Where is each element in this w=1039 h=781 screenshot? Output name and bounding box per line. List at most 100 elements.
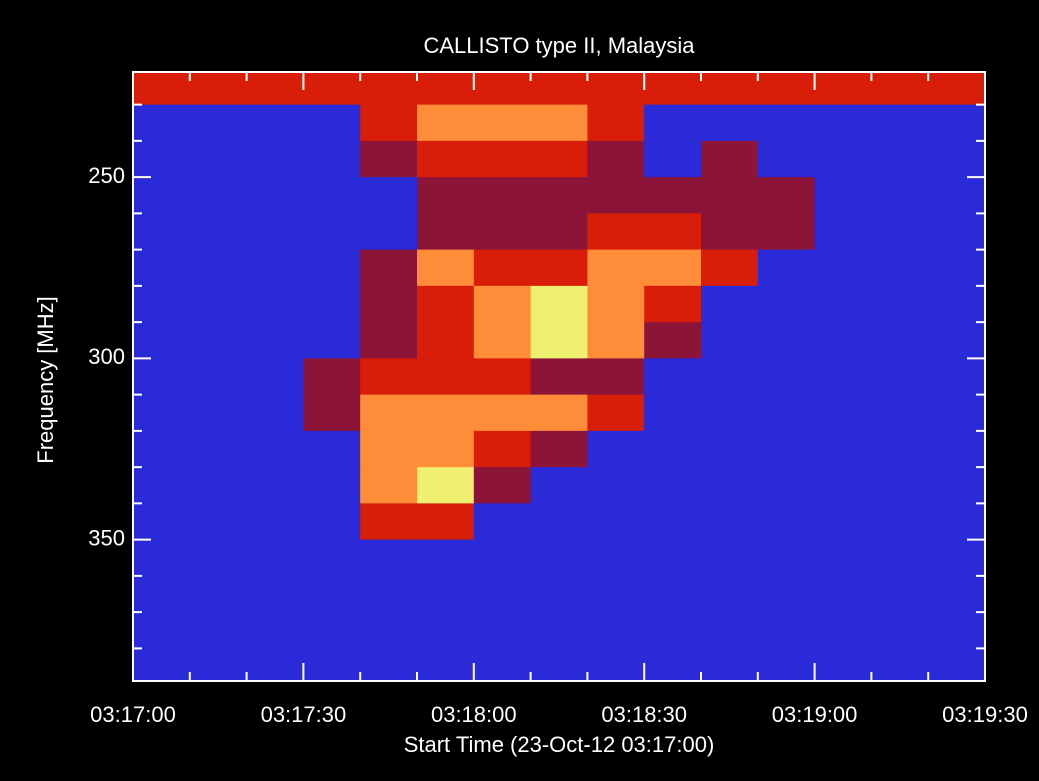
spectrogram-cell <box>814 648 872 682</box>
spectrogram-cell <box>701 467 759 504</box>
spectrogram-cell <box>701 104 759 142</box>
spectrogram-cell <box>530 430 588 468</box>
spectrogram-cell <box>587 177 645 214</box>
spectrogram-cell <box>360 503 418 541</box>
spectrogram-cell <box>928 467 986 504</box>
spectrogram-cell <box>530 648 588 682</box>
spectrogram-cell <box>303 177 361 214</box>
spectrogram-cell <box>417 503 475 541</box>
spectrogram-cell <box>473 575 532 613</box>
spectrogram-cell <box>417 140 475 178</box>
spectrogram-cell <box>360 140 418 178</box>
spectrogram-cell <box>530 503 588 541</box>
spectrogram-cell <box>644 612 702 649</box>
x-tick-label: 03:17:30 <box>261 702 347 727</box>
spectrogram-cell <box>928 503 986 541</box>
spectrogram-cell <box>644 213 702 251</box>
spectrogram-cell <box>360 213 418 251</box>
spectrogram-cell <box>928 249 986 287</box>
spectrogram-cell <box>871 503 929 541</box>
spectrogram-cell <box>473 285 532 323</box>
spectrogram-cell <box>928 575 986 613</box>
spectrogram-cell <box>871 612 929 649</box>
spectrogram-cell <box>189 358 248 396</box>
spectrogram-cell <box>303 430 361 468</box>
spectrogram-cell <box>928 177 986 214</box>
spectrogram-cell <box>246 648 304 682</box>
spectrogram-cell <box>644 72 702 106</box>
chart-title: CALLISTO type II, Malaysia <box>423 33 695 58</box>
spectrogram-cell <box>814 322 872 359</box>
spectrogram-cell <box>644 358 702 396</box>
spectrogram-cell <box>246 539 304 577</box>
spectrogram-cell <box>246 72 304 106</box>
spectrogram-cell <box>303 503 361 541</box>
spectrogram-cell <box>757 467 816 504</box>
spectrogram-cell <box>928 394 986 432</box>
spectrogram-cell <box>417 648 475 682</box>
spectrogram-cell <box>360 249 418 287</box>
spectrogram-cell <box>530 467 588 504</box>
spectrogram-cell <box>417 358 475 396</box>
spectrogram-cell <box>303 394 361 432</box>
x-tick-label: 03:17:00 <box>90 702 176 727</box>
spectrogram-cell <box>757 213 816 251</box>
spectrogram-cell <box>587 503 645 541</box>
spectrogram-cell <box>587 213 645 251</box>
spectrogram-cell <box>757 249 816 287</box>
spectrogram-cell <box>417 430 475 468</box>
spectrogram-cell <box>757 104 816 142</box>
spectrogram-cell <box>417 394 475 432</box>
spectrogram-cell <box>246 358 304 396</box>
spectrogram-cell <box>587 72 645 106</box>
spectrogram-cell <box>757 430 816 468</box>
spectrogram-cell <box>189 140 248 178</box>
spectrogram-cell <box>360 358 418 396</box>
spectrogram-cell <box>814 358 872 396</box>
spectrogram-cell <box>814 140 872 178</box>
spectrogram-cell <box>587 140 645 178</box>
spectrogram-cell <box>189 575 248 613</box>
spectrogram-cell <box>587 648 645 682</box>
spectrogram-cell <box>530 72 588 106</box>
spectrogram-cell <box>701 612 759 649</box>
spectrogram-cell <box>246 140 304 178</box>
spectrogram-cell <box>530 177 588 214</box>
spectrogram-cell <box>644 539 702 577</box>
spectrogram-cell <box>701 322 759 359</box>
spectrogram-cell <box>928 72 986 106</box>
spectrogram-cell <box>587 394 645 432</box>
spectrogram-cell <box>360 285 418 323</box>
spectrogram-cell <box>757 612 816 649</box>
spectrogram-cell <box>133 612 191 649</box>
spectrogram-cell <box>871 539 929 577</box>
spectrogram-cell <box>530 104 588 142</box>
spectrogram-cell <box>360 394 418 432</box>
spectrogram-cell <box>814 177 872 214</box>
spectrogram-cell <box>871 249 929 287</box>
spectrogram-cell <box>360 104 418 142</box>
spectrogram-cell <box>473 322 532 359</box>
spectrogram-cell <box>530 394 588 432</box>
heatmap <box>133 72 986 682</box>
spectrogram-cell <box>133 539 191 577</box>
spectrogram-cell <box>871 648 929 682</box>
spectrogram-cell <box>189 104 248 142</box>
x-tick-label: 03:19:30 <box>942 702 1028 727</box>
spectrogram-cell <box>189 285 248 323</box>
spectrogram-cell <box>928 612 986 649</box>
spectrogram-cell <box>757 575 816 613</box>
spectrogram-cell <box>246 612 304 649</box>
spectrogram-cell <box>473 467 532 504</box>
spectrogram-cell <box>530 213 588 251</box>
spectrogram-cell <box>303 285 361 323</box>
spectrogram-cell <box>757 285 816 323</box>
spectrogram-cell <box>530 539 588 577</box>
spectrogram-cell <box>587 575 645 613</box>
spectrogram-cell <box>473 140 532 178</box>
spectrogram-cell <box>133 285 191 323</box>
spectrogram-cell <box>701 394 759 432</box>
spectrogram-cell <box>473 394 532 432</box>
spectrogram-cell <box>360 539 418 577</box>
